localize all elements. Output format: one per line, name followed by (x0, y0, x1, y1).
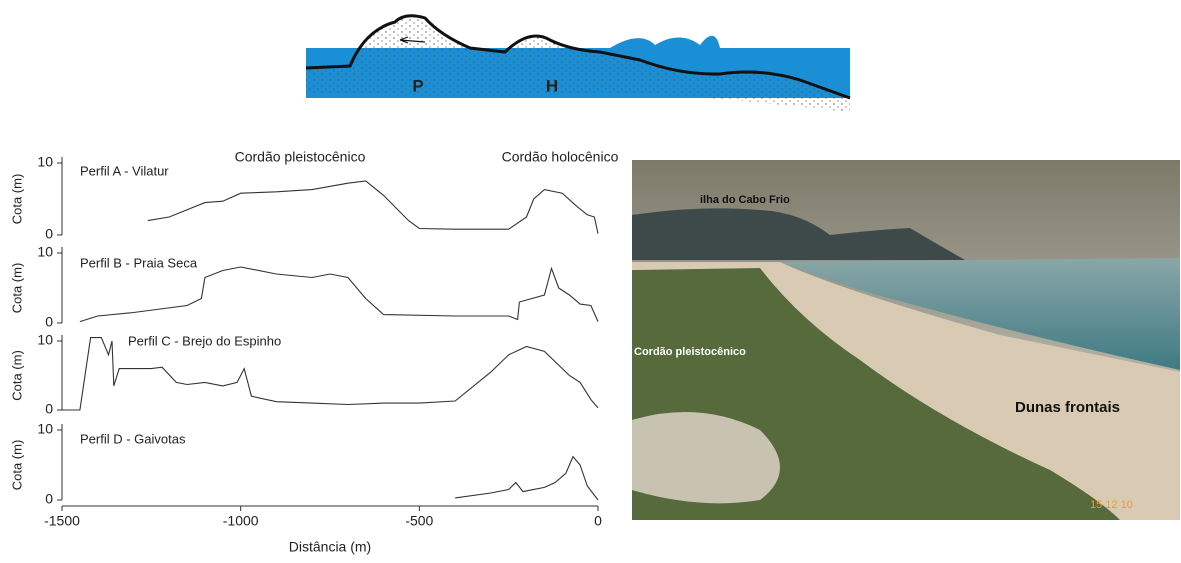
diagram-label: P (412, 76, 423, 95)
profile-line (455, 457, 598, 500)
chart-title: Perfil D - Gaivotas (80, 431, 186, 446)
x-tick-label: -1000 (223, 513, 259, 529)
x-axis-label: Distância (m) (289, 539, 371, 555)
x-tick-label: 0 (594, 513, 602, 529)
profile-line (148, 181, 598, 234)
y-axis-label: Cota (m) (9, 350, 24, 401)
y-tick-label: 10 (37, 421, 53, 437)
y-tick-label: 0 (45, 314, 53, 330)
photo-label: Dunas frontais (1015, 399, 1120, 416)
figure: P H ilha do Cabo Frio Cordão pleistocêni… (0, 0, 1181, 558)
x-tick-label: -500 (405, 513, 433, 529)
y-axis-label: Cota (m) (9, 263, 24, 314)
photo-label: ilha do Cabo Frio (700, 194, 790, 206)
profile-charts: 0 10 Cota (m) Perfil A - Vilatur Cordão plei… (9, 149, 618, 555)
photo: ilha do Cabo Frio Cordão pleistocênico D… (632, 160, 1180, 520)
chart-title: Perfil C - Brejo do Espinho (128, 333, 281, 348)
profile-line (62, 338, 598, 410)
diagram-label: H (546, 76, 558, 95)
y-tick-label: 10 (37, 332, 53, 348)
photo-label: Cordão pleistocênico (634, 346, 746, 358)
y-axis-label: Cota (m) (9, 440, 24, 491)
annotation: Cordão holocênico (502, 149, 619, 165)
photo-date: 15 12 10 (1090, 499, 1133, 511)
y-tick-label: 10 (37, 154, 53, 170)
x-tick-label: -1500 (44, 513, 80, 529)
chart-title: Perfil A - Vilatur (80, 163, 169, 178)
annotation: Cordão pleistocênico (235, 149, 366, 165)
chart-title: Perfil B - Praia Seca (80, 255, 198, 270)
profile-line (80, 267, 598, 322)
y-tick-label: 0 (45, 491, 53, 507)
y-tick-label: 0 (45, 401, 53, 417)
y-axis-label: Cota (m) (9, 174, 24, 225)
schematic-diagram: P H (306, 16, 850, 112)
y-tick-label: 0 (45, 226, 53, 242)
y-tick-label: 10 (37, 244, 53, 260)
waves (610, 36, 720, 48)
